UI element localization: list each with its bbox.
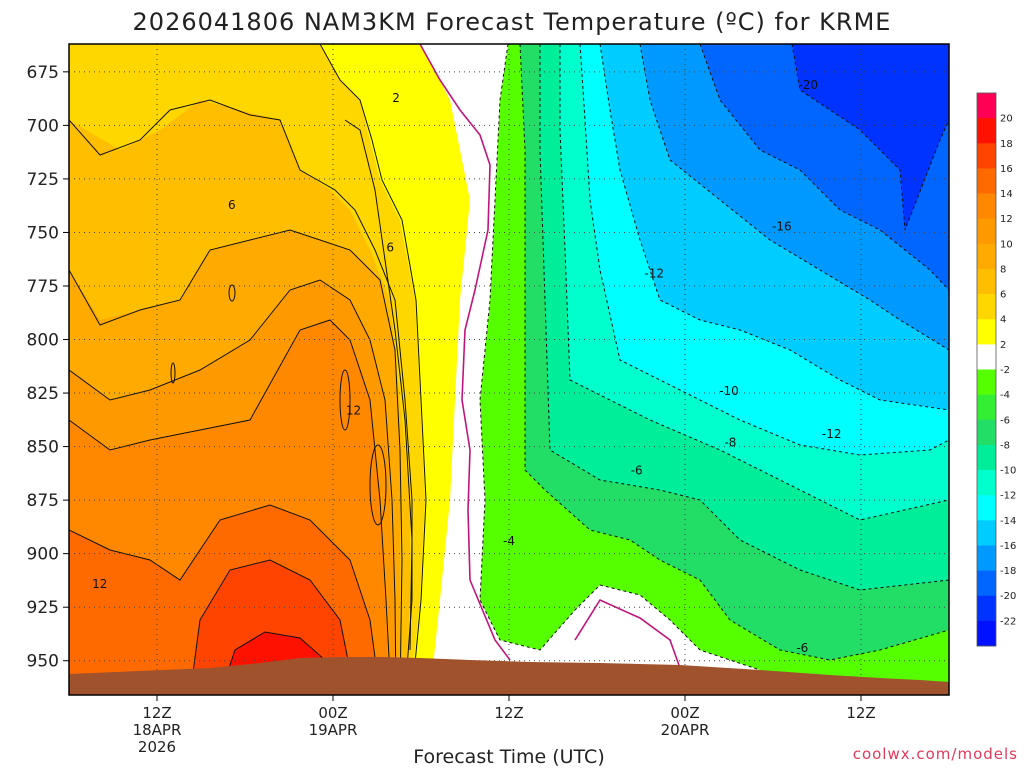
colorbar-label: 12 bbox=[1000, 214, 1013, 225]
colorbar-label: 20 bbox=[1000, 114, 1013, 125]
colorbar-label: -4 bbox=[1000, 390, 1010, 401]
contour-label: -10 bbox=[719, 384, 739, 398]
colorbar-label: -16 bbox=[1000, 541, 1016, 552]
colorbar-label: 2 bbox=[1000, 340, 1006, 351]
cold-contours bbox=[479, 44, 949, 671]
colorbar-label: -2 bbox=[1000, 365, 1010, 376]
contour-label: -16 bbox=[772, 219, 792, 233]
x-tick-label: 12Z bbox=[846, 704, 875, 722]
field-white-zone bbox=[400, 44, 760, 695]
x-tick-label: 20APR bbox=[661, 721, 710, 739]
contour-label: -12 bbox=[822, 427, 842, 441]
y-tick-label: 750 bbox=[27, 223, 59, 243]
colorbar-swatch bbox=[977, 595, 996, 622]
colorbar-swatch bbox=[977, 620, 996, 647]
contour-label: 12 bbox=[346, 403, 361, 417]
colorbar-swatch bbox=[977, 243, 996, 270]
x-tick-label: 00Z bbox=[670, 704, 699, 722]
x-tick-label: 19APR bbox=[309, 721, 358, 739]
plot-area bbox=[69, 44, 949, 695]
colorbar-swatch bbox=[977, 268, 996, 295]
x-tick-label: 12Z bbox=[494, 704, 523, 722]
colorbar-swatch bbox=[977, 570, 996, 597]
colorbar-label: -12 bbox=[1000, 491, 1016, 502]
x-tick-label: 12Z bbox=[142, 704, 171, 722]
contour-label: -6 bbox=[796, 641, 808, 655]
colorbar-label: 14 bbox=[1000, 189, 1013, 200]
colorbar-swatch bbox=[977, 495, 996, 521]
colorbar-label: 6 bbox=[1000, 290, 1006, 301]
y-tick-label: 775 bbox=[27, 277, 59, 297]
y-tick-label: 800 bbox=[27, 331, 59, 351]
y-tick-label: 850 bbox=[27, 438, 59, 458]
colorbar-swatch bbox=[977, 93, 996, 119]
colorbar-label: 18 bbox=[1000, 139, 1013, 150]
colorbar-label: -20 bbox=[1000, 591, 1016, 602]
colorbar-swatch bbox=[977, 545, 996, 571]
y-tick-label: 825 bbox=[27, 384, 59, 404]
grid-lines bbox=[69, 44, 949, 695]
y-tick-label: 700 bbox=[27, 116, 59, 136]
colorbar-swatch bbox=[977, 470, 996, 496]
colorbar-swatch bbox=[977, 419, 996, 446]
contour-label: 6 bbox=[386, 241, 394, 255]
contour-label: -12 bbox=[644, 266, 664, 280]
contour-labels: 2 6 6 12 12 -20 -16 -12 -10 -12 -8 -6 -4 -6 bbox=[92, 78, 841, 655]
x-tick-label: 00Z bbox=[318, 704, 347, 722]
colorbar-swatch bbox=[977, 369, 996, 395]
colorbar-swatch bbox=[977, 193, 996, 219]
colorbar-label: -6 bbox=[1000, 415, 1010, 426]
contour-label: 6 bbox=[228, 198, 236, 212]
colorbar-swatch bbox=[977, 168, 996, 194]
terrain-ground bbox=[69, 657, 949, 695]
colorbar-label: 16 bbox=[1000, 164, 1013, 175]
colorbar-swatch bbox=[977, 143, 996, 169]
colorbar-swatch bbox=[977, 344, 996, 370]
contour-label: -20 bbox=[798, 78, 818, 92]
field-minus6-to-minus8 bbox=[520, 44, 949, 695]
colorbar-swatch bbox=[977, 319, 996, 345]
colorbar-label: -8 bbox=[1000, 440, 1010, 451]
y-tick-label: 950 bbox=[27, 652, 59, 672]
y-tick-label: 925 bbox=[27, 598, 59, 618]
contour-label: -4 bbox=[503, 534, 515, 548]
colorbar-label: -22 bbox=[1000, 616, 1016, 627]
y-tick-label: 875 bbox=[27, 491, 59, 511]
y-tick-label: 675 bbox=[27, 63, 59, 83]
colorbar-label: -14 bbox=[1000, 516, 1016, 527]
x-tick-label: 18APR bbox=[133, 721, 182, 739]
colorbar-swatch bbox=[977, 520, 996, 546]
colorbar-swatch bbox=[977, 294, 996, 320]
colorbar-swatch bbox=[977, 118, 996, 144]
colorbar-swatch bbox=[977, 444, 996, 471]
colorbar-label: 8 bbox=[1000, 264, 1006, 275]
colorbar-label: -10 bbox=[1000, 466, 1016, 477]
colorbar-label: -18 bbox=[1000, 566, 1016, 577]
colorbar-frame bbox=[976, 92, 997, 647]
freezing-contours bbox=[419, 44, 681, 669]
contour-label: -8 bbox=[724, 436, 736, 450]
colorbar-label: 4 bbox=[1000, 315, 1006, 326]
chart-title: 2026041806 NAM3KM Forecast Temperature (… bbox=[133, 8, 892, 36]
colorbar-swatch bbox=[977, 394, 996, 421]
contour-label: 2 bbox=[392, 91, 400, 105]
y-tick-label: 725 bbox=[27, 170, 59, 190]
field-green-band bbox=[470, 44, 949, 695]
y-tick-label: 900 bbox=[27, 545, 59, 565]
x-tick-label: 2026 bbox=[138, 738, 176, 756]
contour-label: -6 bbox=[631, 463, 643, 477]
credit-link[interactable]: coolwx.com/models bbox=[853, 745, 1018, 763]
colorbar-label: 10 bbox=[1000, 239, 1013, 250]
y-axis: 675 700 725 750 775 800 825 850 875 900 925 950 bbox=[27, 63, 69, 672]
colorbar: 20 18 16 14 12 10 8 6 4 2 -2 -4 -6 -8 -10 -12 -14 -16 -18 -… bbox=[976, 92, 1016, 647]
x-axis-label: Forecast Time (UTC) bbox=[413, 746, 604, 768]
colorbar-swatch bbox=[977, 218, 996, 245]
contour-label: 12 bbox=[92, 577, 107, 591]
